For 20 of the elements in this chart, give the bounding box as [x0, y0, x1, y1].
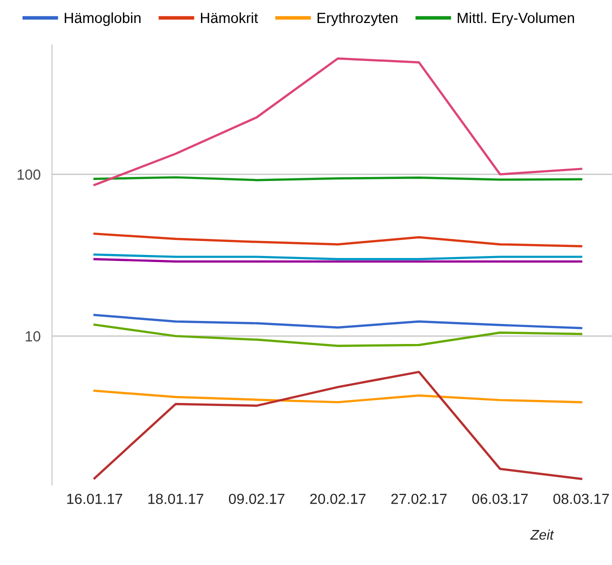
x-tick-label: 08.03.17 — [553, 494, 609, 504]
legend-label: Mittl. Ery-Volumen — [458, 12, 574, 26]
x-tick-label: 06.03.17 — [472, 494, 528, 504]
line-series — [93, 57, 582, 186]
line-series — [93, 370, 582, 480]
line-series — [93, 314, 582, 330]
x-tick-label: 09.02.17 — [228, 494, 284, 504]
x-tick-label: 16.01.17 — [67, 494, 122, 504]
line-series — [93, 324, 582, 347]
legend-label: Erythrozyten — [318, 12, 398, 26]
x-tick-label: 20.02.17 — [310, 494, 366, 504]
x-axis-title: Zeit — [530, 530, 554, 540]
y-tick-label: 100 — [18, 169, 40, 180]
x-tick-label: 18.01.17 — [148, 494, 204, 504]
line-series — [93, 390, 582, 404]
legend-label: Hämokrit — [200, 12, 258, 24]
x-tick-label: 27.02.17 — [391, 494, 447, 504]
legend-label: Hämoglobin — [64, 12, 140, 26]
y-tick-label: 10 — [26, 331, 40, 342]
line-series — [93, 232, 582, 248]
